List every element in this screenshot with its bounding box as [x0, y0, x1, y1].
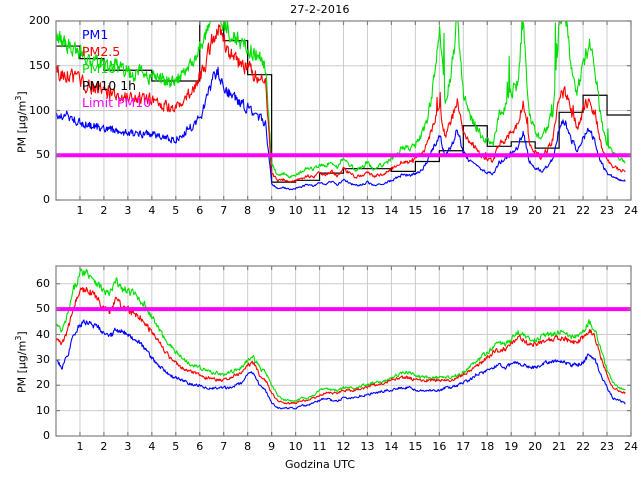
top-xtick: 4 [148, 204, 156, 217]
legend-item-pm1: PM1 [82, 27, 109, 42]
bottom-xtick: 17 [456, 440, 471, 453]
top-xtick: 9 [268, 204, 276, 217]
bottom-xtick: 6 [196, 440, 204, 453]
bottom-xtick: 15 [408, 440, 423, 453]
bottom-xtick: 23 [600, 440, 615, 453]
top-ytick: 50 [36, 148, 50, 162]
bottom-xtick: 5 [172, 440, 180, 453]
bottom-xtick: 13 [360, 440, 375, 453]
bottom-xtick: 10 [288, 440, 303, 453]
bottom-ytick: 60 [36, 276, 50, 290]
top-xtick: 2 [100, 204, 108, 217]
bottom-ytick: 50 [36, 302, 50, 316]
bottom-xtick: 9 [268, 440, 276, 453]
top-xtick: 20 [528, 204, 543, 217]
top-xtick: 3 [124, 204, 132, 217]
ylabel-prefix: PM [µg/m [15, 340, 29, 393]
top-xtick: 12 [336, 204, 351, 217]
bottom-xtick: 22 [576, 440, 591, 453]
bottom-y-axis-label: PM [µg/m3] [14, 331, 29, 393]
top-y-axis-label: PM [µg/m3] [14, 91, 29, 153]
bottom-xtick: 8 [244, 440, 252, 453]
bottom-ytick: 10 [36, 403, 50, 417]
bottom-ytick: 40 [36, 327, 50, 341]
bottom-xtick: 2 [100, 440, 108, 453]
top-xtick: 14 [384, 204, 399, 217]
top-xtick: 1 [76, 204, 84, 217]
top-xtick: 18 [480, 204, 495, 217]
bottom-xtick: 14 [384, 440, 399, 453]
top-xtick: 16 [432, 204, 447, 217]
x-axis-label: Godzina UTC [284, 458, 356, 471]
legend-item-pm10: PM10 [82, 61, 117, 76]
ylabel-exponent: 3 [14, 335, 23, 341]
top-xtick: 10 [288, 204, 303, 217]
bottom-xtick: 11 [312, 440, 327, 453]
top-xtick: 23 [600, 204, 615, 217]
top-xtick: 11 [312, 204, 327, 217]
legend-item-pm10-1h: PM10 1h [82, 78, 137, 93]
bottom-xtick: 4 [148, 440, 156, 453]
top-xtick: 17 [456, 204, 471, 217]
legend-item-limit-pm10: Limit PM10 [82, 95, 152, 110]
ylabel-suffix: ] [15, 90, 29, 96]
bottom-xtick: 24 [624, 440, 638, 453]
top-xtick: 24 [624, 204, 638, 217]
top-xtick: 8 [244, 204, 252, 217]
top-ytick: 200 [29, 14, 50, 27]
bottom-xtick: 12 [336, 440, 351, 453]
bottom-xtick: 7 [220, 440, 228, 453]
bottom-xtick: 21 [552, 440, 567, 453]
bottom-xtick: 3 [124, 440, 132, 453]
bottom-chart-panel: 1 2 3 4 5 6 7 8 9 10 11 12 13 14 15 16 17 18 19 20 21 22 23 24 0… [0, 245, 640, 480]
top-xtick: 7 [220, 204, 228, 217]
ylabel-suffix: ] [15, 331, 29, 336]
legend-item-pm2-5: PM2.5 [82, 44, 121, 59]
top-ytick: 0 [43, 193, 50, 206]
bottom-xtick: 20 [528, 440, 543, 453]
top-chart-svg [55, 20, 632, 201]
top-ytick: 150 [29, 58, 50, 72]
top-xtick: 6 [196, 204, 204, 217]
bottom-xtick: 16 [432, 440, 447, 453]
top-chart-panel: 1 2 3 4 5 6 7 8 9 10 11 12 13 14 15 16 17 18 19 20 21 22 23 24 0… [0, 0, 640, 230]
ylabel-prefix: PM [µg/m [15, 100, 29, 153]
top-xtick: 15 [408, 204, 423, 217]
top-xtick: 22 [576, 204, 591, 217]
top-xtick: 5 [172, 204, 180, 217]
top-xtick: 13 [360, 204, 375, 217]
bottom-xtick: 1 [76, 440, 84, 453]
top-xtick: 19 [504, 204, 519, 217]
bottom-chart-svg [55, 265, 632, 437]
top-ytick: 100 [29, 103, 50, 117]
bottom-ytick: 20 [36, 378, 50, 392]
bottom-xtick: 19 [504, 440, 519, 453]
top-xtick: 21 [552, 204, 567, 217]
bottom-xtick: 18 [480, 440, 495, 453]
bottom-ytick: 0 [43, 429, 50, 442]
bottom-ytick: 30 [36, 352, 50, 366]
page-title: 27-2-2016 [290, 3, 350, 16]
